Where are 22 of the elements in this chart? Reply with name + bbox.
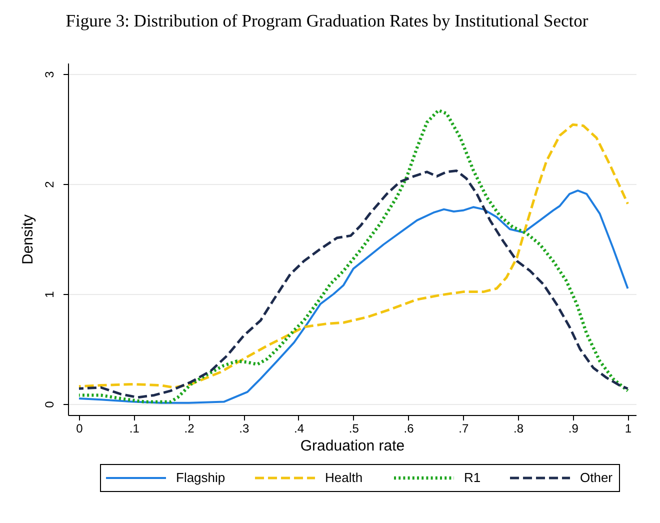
x-tick-label: .5: [348, 422, 360, 436]
x-tick-label: .1: [129, 422, 140, 436]
x-tick-label: .4: [294, 422, 304, 436]
x-tick-label: .8: [514, 422, 524, 436]
legend-label: Health: [325, 470, 363, 485]
legend-label: R1: [464, 470, 481, 485]
x-tick-label: .2: [184, 422, 195, 436]
chart-title: Figure 3: Distribution of Program Graduation Rates by Institutional Sector: [66, 10, 588, 30]
legend-label: Other: [580, 470, 614, 485]
x-tick-label: .9: [568, 422, 579, 436]
x-tick-label: .6: [404, 422, 414, 436]
x-tick-label: .3: [239, 422, 250, 436]
y-tick-label: 2: [42, 180, 56, 188]
y-axis-title: Density: [20, 214, 36, 265]
y-tick-label: 0: [42, 400, 56, 408]
y-tick-label: 1: [42, 290, 56, 298]
legend-label: Flagship: [176, 470, 226, 485]
x-tick-label: 0: [76, 422, 84, 436]
x-axis-title: Graduation rate: [300, 438, 405, 454]
x-tick-label: 1: [624, 422, 632, 436]
x-tick-label: .7: [458, 422, 469, 436]
y-tick-label: 3: [42, 70, 56, 78]
